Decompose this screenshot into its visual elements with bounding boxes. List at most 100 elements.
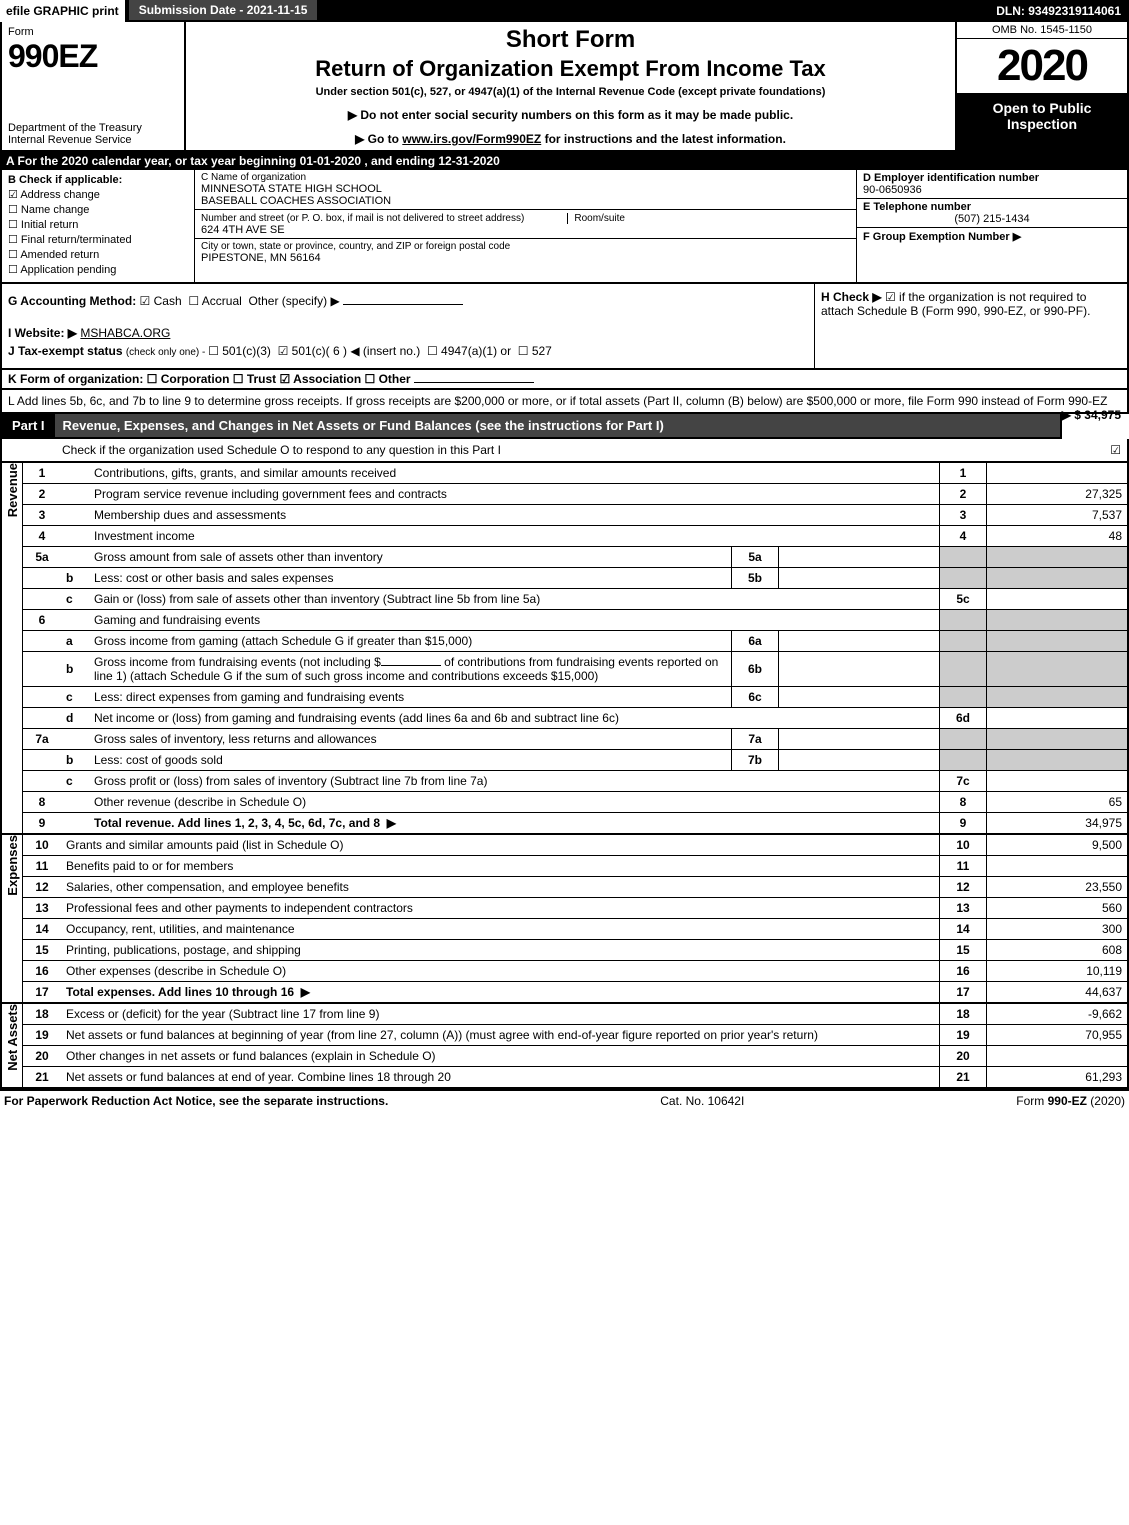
row-l: L Add lines 5b, 6c, and 7b to line 9 to … <box>0 390 1129 414</box>
net-assets-sidetab: Net Assets <box>2 1004 23 1087</box>
efile-label: efile GRAPHIC print <box>0 0 127 22</box>
chk-501c3[interactable] <box>208 344 222 358</box>
chk-h[interactable] <box>885 290 899 304</box>
chk-name-change[interactable]: Name change <box>8 203 188 216</box>
line-11: 11 Benefits paid to or for members 11 <box>23 856 1127 877</box>
line-5a: 5a Gross amount from sale of assets othe… <box>23 547 1127 568</box>
expenses-ledger: 10 Grants and similar amounts paid (list… <box>23 835 1127 1002</box>
chk-4947[interactable] <box>427 344 441 358</box>
city-label: City or town, state or province, country… <box>201 241 850 252</box>
org-name-1: MINNESOTA STATE HIGH SCHOOL <box>201 183 850 195</box>
col-b-checkboxes: B Check if applicable: Address change Na… <box>2 170 195 282</box>
subtitle: Under section 501(c), 527, or 4947(a)(1)… <box>316 86 826 98</box>
footer-left: For Paperwork Reduction Act Notice, see … <box>4 1094 388 1108</box>
revenue-section: Revenue 1 Contributions, gifts, grants, … <box>0 463 1129 835</box>
phone-row: E Telephone number (507) 215-1434 <box>857 199 1127 228</box>
chk-schedule-o[interactable] <box>1110 443 1121 457</box>
line-7c: c Gross profit or (loss) from sales of i… <box>23 771 1127 792</box>
chk-initial-return[interactable]: Initial return <box>8 218 188 231</box>
line-19: 19 Net assets or fund balances at beginn… <box>23 1025 1127 1046</box>
line-6a: a Gross income from gaming (attach Sched… <box>23 631 1127 652</box>
line-15: 15 Printing, publications, postage, and … <box>23 940 1127 961</box>
line-5b: b Less: cost or other basis and sales ex… <box>23 568 1127 589</box>
chk-cash[interactable] <box>140 294 154 308</box>
k-content: K Form of organization: ☐ Corporation ☐ … <box>8 372 411 386</box>
room-label: Room/suite <box>567 213 625 224</box>
part-i-header: Part I Revenue, Expenses, and Changes in… <box>0 414 1062 439</box>
ein-label: D Employer identification number <box>863 172 1121 184</box>
goto-pre: ▶ Go to <box>355 132 402 146</box>
line-4: 4 Investment income 4 48 <box>23 526 1127 547</box>
line-9: 9 Total revenue. Add lines 1, 2, 3, 4, 5… <box>23 813 1127 834</box>
col-c-org-info: C Name of organization MINNESOTA STATE H… <box>195 170 857 282</box>
block-bcdef: B Check if applicable: Address change Na… <box>0 170 1129 284</box>
phone-label: E Telephone number <box>863 201 1121 213</box>
chk-application-pending[interactable]: Application pending <box>8 263 188 276</box>
org-name-row: C Name of organization MINNESOTA STATE H… <box>195 170 856 210</box>
k-other-input[interactable] <box>414 382 534 383</box>
chk-501c[interactable] <box>278 344 292 358</box>
expenses-section: Expenses 10 Grants and similar amounts p… <box>0 835 1129 1004</box>
group-exemption-label: F Group Exemption Number ▶ <box>863 230 1121 243</box>
line-6d: d Net income or (loss) from gaming and f… <box>23 708 1127 729</box>
open-to-public: Open to Public Inspection <box>957 94 1127 150</box>
net-assets-ledger: 18 Excess or (deficit) for the year (Sub… <box>23 1004 1127 1087</box>
street-value: 624 4TH AVE SE <box>201 224 850 236</box>
header-right: OMB No. 1545-1150 2020 Open to Public In… <box>955 22 1127 150</box>
header-left: Form 990EZ Department of the Treasury In… <box>2 22 186 150</box>
ghij-left: G Accounting Method: Cash Accrual Other … <box>2 284 814 368</box>
chk-527[interactable] <box>518 344 532 358</box>
street-row: Number and street (or P. O. box, if mail… <box>195 210 856 239</box>
page-footer: For Paperwork Reduction Act Notice, see … <box>0 1089 1129 1111</box>
row-a-tax-year: A For the 2020 calendar year, or tax yea… <box>0 152 1129 170</box>
line-10: 10 Grants and similar amounts paid (list… <box>23 835 1127 856</box>
form-label: Form <box>8 26 178 38</box>
part-i-title: Revenue, Expenses, and Changes in Net As… <box>55 414 1060 437</box>
short-form-title: Short Form <box>506 26 635 54</box>
form-number: 990EZ <box>8 38 178 75</box>
chk-accrual[interactable] <box>188 294 201 308</box>
ssn-warning: ▶ Do not enter social security numbers o… <box>348 108 793 122</box>
line-5c: c Gain or (loss) from sale of assets oth… <box>23 589 1127 610</box>
phone-value: (507) 215-1434 <box>863 213 1121 225</box>
line-8: 8 Other revenue (describe in Schedule O)… <box>23 792 1127 813</box>
line-20: 20 Other changes in net assets or fund b… <box>23 1046 1127 1067</box>
website-label: I Website: ▶ <box>8 326 77 340</box>
expenses-sidetab: Expenses <box>2 835 23 1002</box>
goto-post: for instructions and the latest informat… <box>545 132 786 146</box>
chk-final-return[interactable]: Final return/terminated <box>8 233 188 246</box>
l-amount: ▶ $ 34,975 <box>1062 408 1121 422</box>
main-title: Return of Organization Exempt From Incom… <box>315 56 826 82</box>
other-specify-input[interactable] <box>343 304 463 305</box>
footer-right: Form 990-EZ (2020) <box>1016 1094 1125 1108</box>
topbar: efile GRAPHIC print Submission Date - 20… <box>0 0 1129 22</box>
line-1: 1 Contributions, gifts, grants, and simi… <box>23 463 1127 484</box>
website-value: MSHABCA.ORG <box>80 326 170 340</box>
accounting-method-row: G Accounting Method: Cash Accrual Other … <box>8 294 808 308</box>
6b-amount-input[interactable] <box>381 665 441 666</box>
line-21: 21 Net assets or fund balances at end of… <box>23 1067 1127 1088</box>
form-header: Form 990EZ Department of the Treasury In… <box>0 22 1129 152</box>
chk-amended-return[interactable]: Amended return <box>8 248 188 261</box>
j-small: (check only one) - <box>126 347 208 358</box>
footer-mid: Cat. No. 10642I <box>660 1094 744 1108</box>
b-heading: B Check if applicable: <box>8 174 188 186</box>
line-6c: c Less: direct expenses from gaming and … <box>23 687 1127 708</box>
line-16: 16 Other expenses (describe in Schedule … <box>23 961 1127 982</box>
header-center: Short Form Return of Organization Exempt… <box>186 22 955 150</box>
line-13: 13 Professional fees and other payments … <box>23 898 1127 919</box>
j-label: J Tax-exempt status <box>8 344 123 358</box>
line-3: 3 Membership dues and assessments 3 7,53… <box>23 505 1127 526</box>
chk-address-change[interactable]: Address change <box>8 188 188 201</box>
irs-link[interactable]: www.irs.gov/Form990EZ <box>402 132 541 146</box>
line-18: 18 Excess or (deficit) for the year (Sub… <box>23 1004 1127 1025</box>
dln: DLN: 93492319114061 <box>988 0 1129 22</box>
revenue-sidetab: Revenue <box>2 463 23 833</box>
org-name-label: C Name of organization <box>201 172 850 183</box>
city-row: City or town, state or province, country… <box>195 239 856 266</box>
row-ghij: G Accounting Method: Cash Accrual Other … <box>0 284 1129 370</box>
l-text: L Add lines 5b, 6c, and 7b to line 9 to … <box>8 394 1107 408</box>
website-row: I Website: ▶ MSHABCA.ORG <box>8 326 808 340</box>
line-6b: b Gross income from fundraising events (… <box>23 652 1127 687</box>
group-exemption-row: F Group Exemption Number ▶ <box>857 228 1127 245</box>
